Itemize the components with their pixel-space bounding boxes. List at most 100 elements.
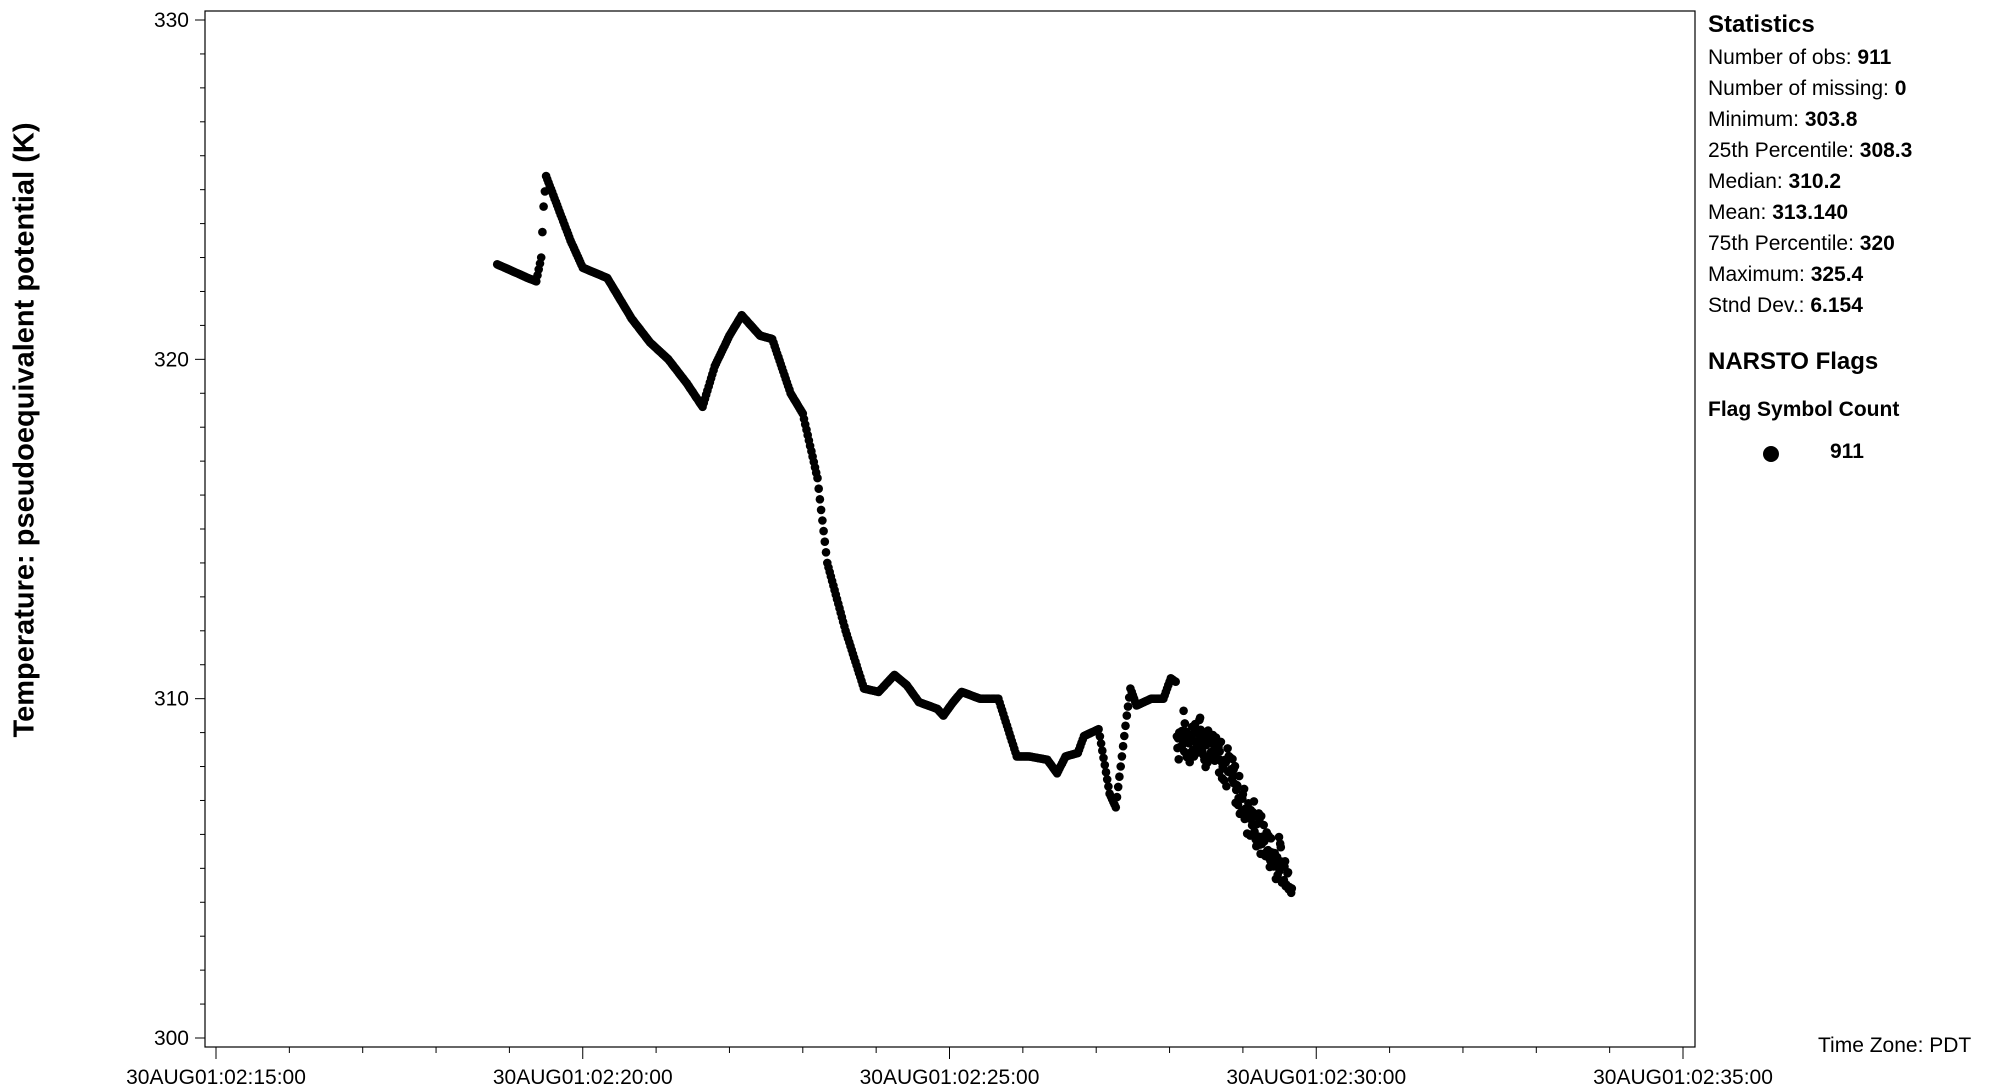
data-point — [821, 548, 831, 557]
data-point — [1195, 713, 1205, 723]
data-point — [1104, 782, 1113, 791]
data-point — [1216, 737, 1226, 747]
data-point — [1118, 741, 1128, 751]
data-point — [818, 516, 827, 525]
data-point — [1101, 767, 1111, 777]
data-point — [536, 253, 546, 262]
stat-row: Maximum: 325.4 — [1708, 259, 1912, 290]
data-point — [1115, 772, 1124, 781]
stat-label: 25th Percentile: — [1708, 139, 1860, 162]
y-axis-label: Temperature: pseudoequivalent potential … — [8, 122, 41, 738]
data-point — [1180, 719, 1190, 728]
stat-row: Number of obs: 911 — [1708, 42, 1912, 73]
data-point — [1266, 834, 1276, 843]
data-point — [1276, 842, 1286, 852]
stat-row: Median: 310.2 — [1708, 166, 1912, 197]
data-point — [1099, 753, 1108, 763]
data-point — [1117, 752, 1127, 761]
stat-value: 911 — [1857, 46, 1892, 69]
stat-value: 325.4 — [1810, 263, 1864, 286]
stat-value: 310.2 — [1788, 170, 1842, 193]
y-tick-label: 300 — [154, 1027, 189, 1050]
data-point — [1102, 775, 1112, 784]
data-point — [1222, 781, 1231, 791]
x-tick-label: 30AUG01:02:25:00 — [860, 1066, 1040, 1089]
data-point — [1239, 784, 1249, 794]
statistics-title: Statistics — [1708, 11, 1815, 38]
data-point — [1233, 800, 1243, 810]
stat-label: Number of missing: — [1708, 77, 1895, 100]
data-point — [813, 473, 822, 483]
data-point — [1249, 797, 1259, 806]
data-point — [1287, 884, 1297, 893]
data-point — [1171, 677, 1180, 686]
stat-row: Mean: 313.140 — [1708, 197, 1912, 228]
stat-label: Median: — [1708, 170, 1789, 193]
x-axis: 30AUG01:02:15:00 30AUG01:02:20:00 30AUG01:… — [126, 1047, 1773, 1089]
stat-label: Mean: — [1708, 201, 1773, 224]
y-axis: 300 310 320 330 — [154, 9, 205, 1050]
data-point — [1100, 760, 1110, 770]
x-tick-label: 30AUG01:02:30:00 — [1226, 1066, 1406, 1089]
data-point — [539, 202, 548, 211]
x-tick-label: 30AUG01:02:35:00 — [1593, 1066, 1773, 1089]
stat-row: Minimum: 303.8 — [1708, 104, 1912, 135]
data-point — [1259, 820, 1268, 830]
data-point — [1215, 747, 1224, 756]
stat-row: 75th Percentile: 320 — [1708, 228, 1912, 259]
statistics-panel: Statistics Number of obs: 911 Number of m… — [1708, 10, 1912, 321]
data-point — [1116, 762, 1125, 771]
narsto-flags-title: NARSTO Flags — [1708, 348, 1879, 375]
statistics-rows: Number of obs: 911 Number of missing: 0 Mi… — [1708, 42, 1912, 321]
stat-value: 313.140 — [1772, 201, 1849, 224]
x-tick-label: 30AUG01:02:20:00 — [493, 1066, 673, 1089]
flag-columns-header: Flag Symbol Count — [1708, 398, 1900, 421]
data-point — [1123, 702, 1133, 711]
data-point — [1098, 746, 1107, 755]
data-point — [816, 505, 826, 515]
stat-label: Maximum: — [1708, 263, 1811, 286]
stat-label: 75th Percentile: — [1708, 232, 1860, 255]
time-zone-label: Time Zone: PDT — [1818, 1034, 1972, 1057]
y-tick-label: 310 — [154, 688, 189, 711]
data-point — [1283, 868, 1293, 877]
filled-circle-icon — [1763, 446, 1779, 462]
stat-value: 320 — [1859, 232, 1895, 255]
data-point — [1094, 724, 1103, 734]
data-point — [1179, 706, 1188, 716]
flag-count: 911 — [1830, 440, 1864, 463]
data-point — [1230, 761, 1240, 771]
data-point — [1228, 754, 1237, 764]
data-point — [538, 227, 547, 237]
y-tick-label: 330 — [154, 9, 189, 32]
stat-value: 303.8 — [1804, 108, 1858, 131]
stat-row: 25th Percentile: 308.3 — [1708, 135, 1912, 166]
data-point — [1095, 732, 1105, 741]
stat-label: Number of obs: — [1708, 46, 1858, 69]
data-point — [819, 526, 828, 536]
data-point — [1120, 731, 1129, 741]
stat-label: Minimum: — [1708, 108, 1805, 131]
data-point — [814, 484, 823, 494]
data-point — [1256, 811, 1266, 821]
stat-row: Number of missing: 0 — [1708, 73, 1912, 104]
data-point — [1233, 781, 1242, 791]
data-point — [1223, 744, 1232, 753]
data-point — [1122, 711, 1132, 720]
data-point — [820, 537, 830, 546]
data-point — [1112, 792, 1122, 802]
data-point — [1274, 832, 1284, 842]
y-tick-label: 320 — [154, 348, 189, 371]
stat-value: 6.154 — [1810, 294, 1863, 317]
stat-value: 0 — [1894, 77, 1907, 100]
data-point — [815, 495, 825, 504]
x-tick-label: 30AUG01:02:15:00 — [126, 1066, 306, 1089]
flag-row: 911 — [1708, 440, 1908, 470]
data-point — [1234, 771, 1244, 781]
stat-label: Stnd Dev.: — [1708, 294, 1811, 317]
plot-frame — [204, 10, 1696, 1048]
data-point — [1096, 739, 1106, 748]
data-point — [1174, 755, 1183, 764]
stat-value: 308.3 — [1859, 139, 1913, 162]
